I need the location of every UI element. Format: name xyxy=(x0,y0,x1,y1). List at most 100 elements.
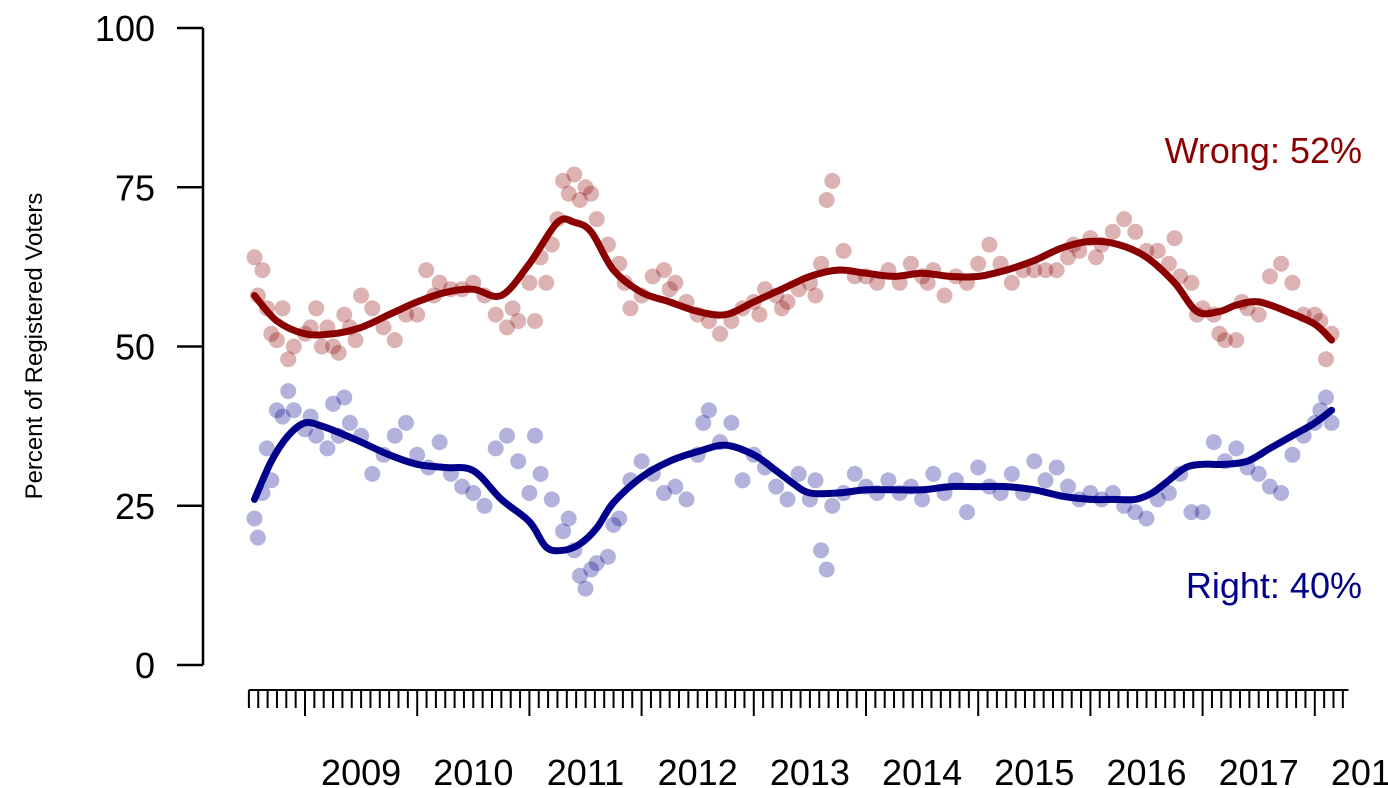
point-wrong xyxy=(1048,262,1065,279)
point-right xyxy=(1228,440,1245,457)
y-tick-label: 100 xyxy=(95,8,155,49)
point-wrong xyxy=(347,332,364,349)
point-right xyxy=(258,440,275,457)
point-right xyxy=(364,465,381,482)
x-tick-label: 2010 xyxy=(433,752,513,788)
point-right xyxy=(818,561,835,578)
x-tick-label: 2016 xyxy=(1106,752,1186,788)
point-right xyxy=(465,485,482,501)
point-right xyxy=(700,402,717,419)
point-wrong xyxy=(330,344,347,361)
point-wrong xyxy=(254,262,271,279)
point-wrong xyxy=(409,306,426,323)
point-right xyxy=(824,497,841,514)
point-wrong xyxy=(431,274,448,291)
point-wrong xyxy=(571,192,588,208)
point-wrong xyxy=(970,255,987,272)
point-right xyxy=(588,555,605,572)
point-wrong xyxy=(981,236,998,253)
point-right xyxy=(555,523,572,540)
point-wrong xyxy=(1318,351,1334,368)
point-right xyxy=(386,427,403,444)
point-wrong xyxy=(364,300,381,317)
point-wrong xyxy=(667,274,684,291)
point-right xyxy=(532,465,549,482)
x-tick-label: 2015 xyxy=(994,752,1074,788)
point-right xyxy=(1318,389,1334,406)
point-wrong xyxy=(656,262,672,279)
point-wrong xyxy=(1217,332,1233,349)
point-wrong xyxy=(504,300,521,317)
point-right xyxy=(319,440,336,457)
point-right xyxy=(656,485,672,501)
point-right xyxy=(1194,504,1211,521)
point-right xyxy=(1273,485,1290,501)
point-wrong xyxy=(919,274,936,291)
point-right xyxy=(510,453,527,470)
point-right xyxy=(1261,478,1278,495)
point-right xyxy=(1205,434,1222,451)
trend-line-right xyxy=(251,406,1336,555)
point-wrong xyxy=(835,242,852,259)
point-right xyxy=(476,497,493,514)
point-right xyxy=(970,459,987,476)
point-right xyxy=(790,465,807,482)
point-wrong xyxy=(1166,230,1183,247)
point-wrong xyxy=(566,166,583,183)
point-right xyxy=(846,465,863,482)
point-wrong xyxy=(1149,242,1166,259)
point-right xyxy=(813,542,830,559)
point-wrong xyxy=(577,179,594,196)
point-wrong xyxy=(353,287,370,304)
y-tick-label: 0 xyxy=(135,645,155,686)
point-right xyxy=(695,414,712,431)
point-right xyxy=(1183,504,1200,521)
point-wrong xyxy=(583,185,600,202)
point-right xyxy=(285,402,302,419)
point-right xyxy=(431,434,448,451)
point-right xyxy=(571,567,588,584)
point-wrong xyxy=(1284,274,1301,291)
x-tick-label: 2014 xyxy=(882,752,962,788)
point-right xyxy=(807,472,824,489)
point-right xyxy=(487,440,504,457)
point-right xyxy=(1160,485,1177,501)
point-right xyxy=(678,491,695,508)
point-wrong xyxy=(588,211,605,228)
point-wrong xyxy=(1211,325,1228,342)
point-right xyxy=(398,414,414,431)
point-right xyxy=(633,453,650,470)
point-wrong xyxy=(1127,223,1144,240)
point-wrong xyxy=(308,300,325,317)
point-right xyxy=(1250,465,1267,482)
point-wrong xyxy=(751,306,768,323)
x-tick-label: 2017 xyxy=(1219,752,1299,788)
x-axis: 2009 2010 2011 2012 2013 2014 2015 2016 2017 2018 xyxy=(247,689,1388,788)
point-wrong xyxy=(1160,255,1177,272)
point-wrong xyxy=(779,293,796,310)
point-right xyxy=(341,414,358,431)
point-right xyxy=(274,408,291,425)
point-wrong xyxy=(555,172,572,189)
point-right xyxy=(723,414,740,431)
point-wrong xyxy=(263,325,280,342)
point-right xyxy=(1323,414,1340,431)
point-right xyxy=(1037,472,1054,489)
x-tick-label: 2011 xyxy=(547,752,624,788)
point-wrong xyxy=(824,172,841,189)
point-wrong xyxy=(336,306,353,323)
point-right xyxy=(336,389,353,406)
trend-line-wrong xyxy=(251,215,1336,344)
point-right xyxy=(577,580,594,597)
point-right xyxy=(611,510,628,527)
point-wrong xyxy=(325,338,342,355)
x-tick-label: 2009 xyxy=(321,752,401,788)
point-wrong xyxy=(280,351,297,368)
y-tick-label: 75 xyxy=(115,167,155,208)
point-right xyxy=(308,427,325,444)
point-wrong xyxy=(375,319,392,336)
point-right xyxy=(768,478,785,495)
annotation-wrong: Wrong: 52% xyxy=(1165,130,1362,171)
point-wrong xyxy=(1116,211,1133,228)
